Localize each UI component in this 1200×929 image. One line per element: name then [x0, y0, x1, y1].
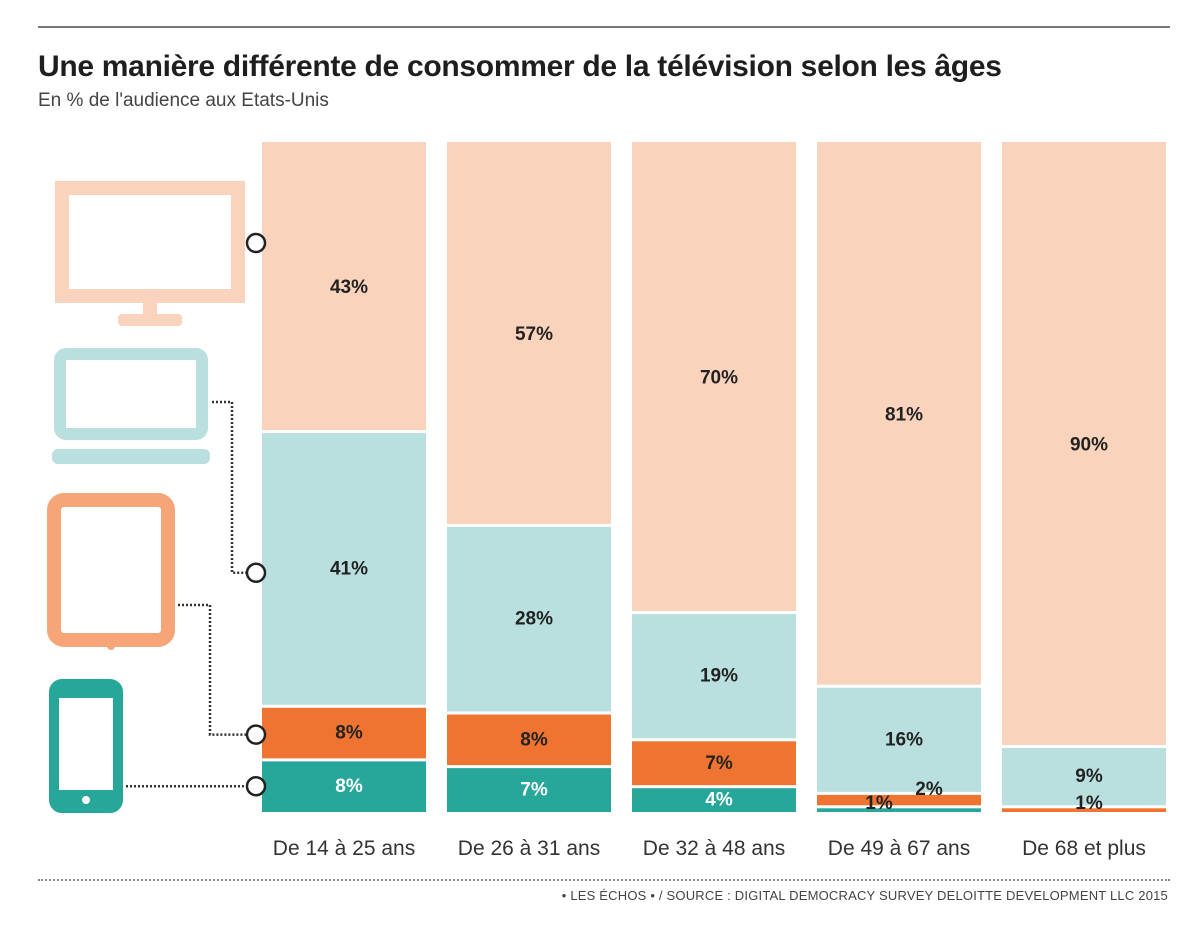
connector-tablet	[178, 603, 246, 736]
value-labels-group: 8% 8% 41% 43% 7% 8% 28% 57% 4% 7% 19% 70% 1% 2% 16% 81%…	[330, 277, 1108, 814]
value-label-tablet-2: 7%	[705, 753, 733, 774]
value-label-tv-3: 81%	[885, 404, 923, 425]
marker-laptop	[245, 562, 267, 584]
bar-laptop-4	[1002, 748, 1166, 806]
bar-smartphone-1	[447, 768, 611, 812]
top-rule	[38, 26, 1170, 28]
bars-group	[262, 142, 1166, 812]
category-label-0: De 14 à 25 ans	[273, 837, 415, 860]
value-label-smartphone-3: 1%	[865, 793, 893, 814]
bar-laptop-3	[817, 687, 981, 792]
value-label-tablet-4: 1%	[1075, 793, 1103, 814]
value-label-tv-1: 57%	[515, 324, 553, 345]
value-label-laptop-2: 19%	[700, 666, 738, 687]
bar-tablet-0	[262, 707, 426, 759]
value-label-laptop-4: 9%	[1075, 766, 1103, 787]
value-label-laptop-1: 28%	[515, 609, 553, 630]
series-markers	[245, 232, 267, 797]
device-legend	[47, 181, 245, 813]
category-label-4: De 68 et plus	[1022, 837, 1146, 860]
tablet-icon	[47, 493, 175, 650]
bar-smartphone-2	[632, 788, 796, 812]
bar-smartphone-0	[262, 761, 426, 812]
value-label-tablet-1: 8%	[520, 729, 548, 750]
bar-tv-2	[632, 142, 796, 611]
smartphone-icon	[49, 679, 123, 813]
category-labels-group: De 14 à 25 ans De 26 à 31 ans De 32 à 48 a…	[273, 837, 1146, 860]
value-label-tv-4: 90%	[1070, 435, 1108, 456]
laptop-icon	[52, 348, 210, 464]
bar-laptop-0	[262, 433, 426, 705]
bar-tv-1	[447, 142, 611, 524]
bar-tv-4	[1002, 142, 1166, 745]
marker-tv	[245, 232, 267, 254]
bar-laptop-1	[447, 526, 611, 712]
value-label-laptop-0: 41%	[330, 558, 368, 579]
value-label-laptop-3: 16%	[885, 729, 923, 750]
value-label-smartphone-0: 8%	[335, 776, 363, 797]
connector-laptop	[212, 400, 246, 575]
bar-tv-0	[262, 142, 426, 431]
chart-title: Une manière différente de consommer de l…	[38, 50, 1002, 83]
bar-tablet-1	[447, 714, 611, 766]
value-label-smartphone-1: 7%	[520, 780, 548, 801]
bar-smartphone-3	[817, 808, 981, 812]
source-note: • LES ÉCHOS • / SOURCE : DIGITAL DEMOCRA…	[561, 888, 1168, 903]
legend-connectors	[126, 400, 246, 788]
chart-subtitle: En % de l'audience aux Etats-Unis	[38, 90, 329, 111]
category-label-3: De 49 à 67 ans	[828, 837, 970, 860]
category-label-2: De 32 à 48 ans	[643, 837, 785, 860]
bar-tablet-3	[817, 794, 981, 806]
value-label-tv-0: 43%	[330, 277, 368, 298]
bar-laptop-2	[632, 614, 796, 739]
value-label-tablet-0: 8%	[335, 723, 363, 744]
bar-tablet-4	[1002, 808, 1166, 812]
bar-tablet-2	[632, 741, 796, 786]
category-label-1: De 26 à 31 ans	[458, 837, 600, 860]
tv-icon	[55, 181, 245, 326]
value-label-smartphone-2: 4%	[705, 790, 733, 811]
marker-tablet	[245, 724, 267, 745]
value-label-tv-2: 70%	[700, 368, 738, 389]
bottom-dotted-rule	[38, 879, 1170, 881]
marker-smartphone	[245, 775, 267, 797]
value-label-tablet-3: 2%	[915, 779, 943, 800]
bar-tv-3	[817, 142, 981, 685]
